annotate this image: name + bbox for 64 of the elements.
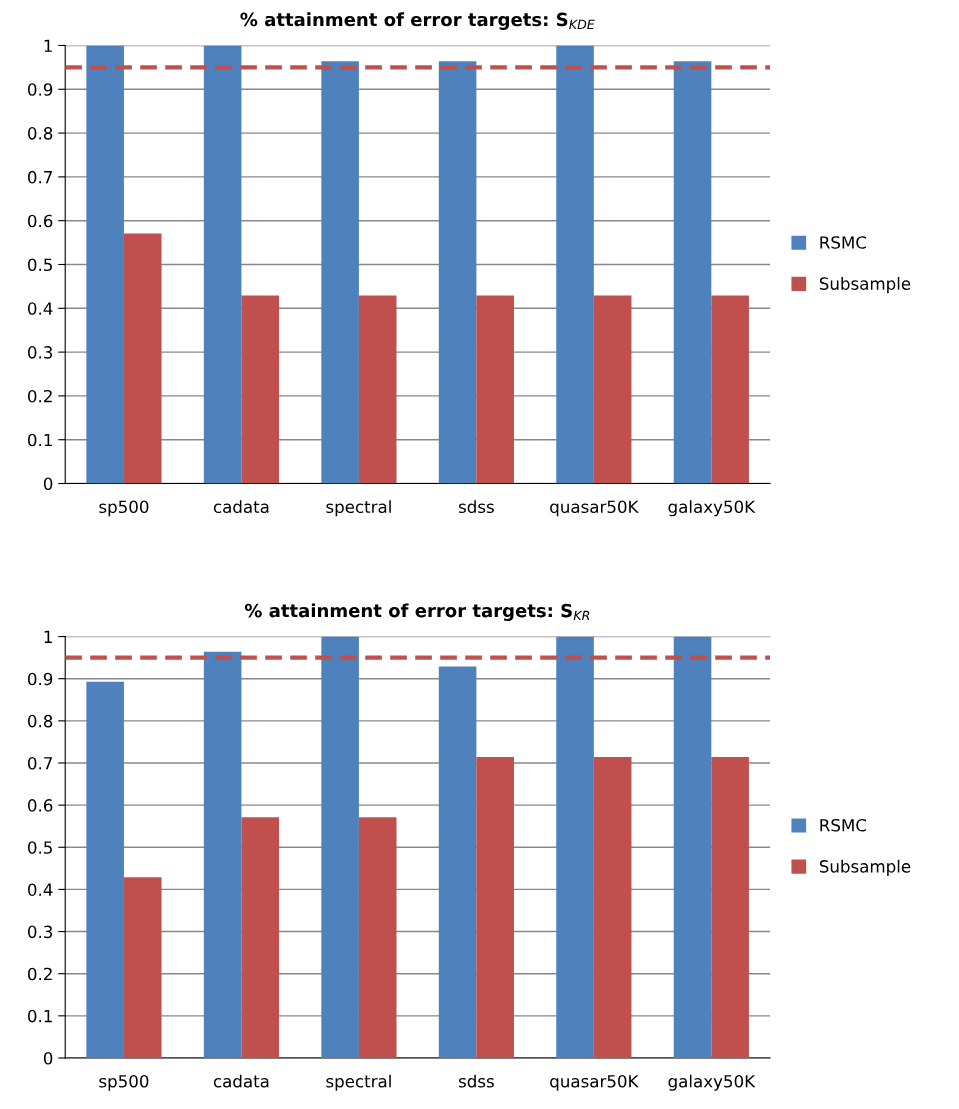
- x-tick-label: cadata: [213, 1074, 269, 1088]
- bar: [241, 817, 280, 1058]
- y-tick-label: 0.3: [28, 346, 53, 359]
- legend-label: RSMC: [820, 818, 867, 832]
- x-tick-label: spectral: [326, 500, 391, 517]
- y-tick-label: 0.7: [28, 756, 52, 770]
- bar: [711, 757, 749, 1058]
- y-tick-label: 0.6: [28, 214, 53, 228]
- chart-title: % attainment of error targets: S$_{KR}$: [244, 603, 590, 622]
- x-tick-label: sdss: [458, 1074, 494, 1088]
- y-tick-label: 0: [43, 477, 53, 491]
- y-tick-label: 0.9: [28, 672, 53, 686]
- x-tick-label: sp500: [99, 500, 149, 517]
- y-tick-label: 0.8: [28, 714, 53, 728]
- y-tick-label: 0.2: [28, 389, 52, 403]
- bar: [241, 295, 280, 484]
- legend-label: Subsample: [819, 859, 911, 876]
- bar: [476, 757, 514, 1058]
- y-tick-label: 1: [44, 39, 52, 52]
- y-tick-label: 0: [43, 1051, 53, 1065]
- y-tick-label: 0.5: [28, 258, 52, 272]
- y-tick-label: 0.5: [28, 841, 52, 854]
- y-tick-label: 0.7: [28, 170, 52, 184]
- y-tick-label: 0.1: [28, 433, 52, 447]
- bar: [556, 636, 594, 1058]
- bar: [321, 61, 359, 484]
- bar: [438, 666, 477, 1058]
- bar: [438, 61, 477, 484]
- legend-label: RSMC: [820, 236, 867, 249]
- y-tick-label: 0.8: [28, 127, 53, 140]
- bar: [673, 636, 712, 1058]
- bar: [123, 877, 162, 1058]
- x-tick-label: quasar50K: [550, 1074, 639, 1091]
- bar: [556, 45, 594, 484]
- x-tick-label: galaxy50K: [668, 1074, 756, 1091]
- bar: [593, 295, 632, 484]
- bar: [86, 45, 124, 484]
- bar: [673, 61, 712, 484]
- bar: [358, 817, 397, 1058]
- x-tick-label: spectral: [326, 1074, 391, 1091]
- x-tick-label: sdss: [458, 500, 494, 514]
- bar: [203, 651, 242, 1058]
- x-tick-label: sp500: [99, 1074, 149, 1091]
- x-tick-label: cadata: [213, 500, 269, 514]
- bar: [123, 233, 162, 484]
- y-tick-label: 0.1: [28, 1009, 52, 1023]
- y-tick-label: 1: [44, 630, 52, 643]
- y-tick-label: 0.2: [28, 967, 52, 981]
- bar: [476, 295, 514, 484]
- chart-title: % attainment of error targets: S$_{KDE}$: [240, 12, 595, 30]
- bar: [358, 295, 397, 484]
- y-tick-label: 0.6: [28, 799, 53, 812]
- legend-label: Subsample: [819, 277, 911, 294]
- y-tick-label: 0.9: [28, 83, 53, 96]
- x-tick-label: quasar50K: [550, 500, 639, 517]
- bar: [203, 45, 242, 484]
- x-tick-label: galaxy50K: [668, 500, 756, 517]
- bar: [711, 295, 749, 484]
- bar: [86, 681, 124, 1058]
- bar: [321, 636, 359, 1058]
- y-tick-label: 0.4: [28, 883, 53, 896]
- bar: [593, 757, 632, 1058]
- y-tick-label: 0.3: [28, 925, 53, 939]
- y-tick-label: 0.4: [28, 302, 53, 315]
